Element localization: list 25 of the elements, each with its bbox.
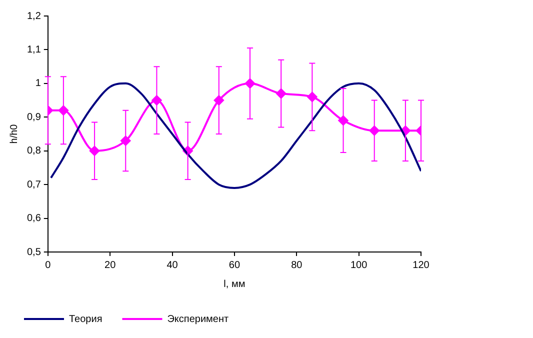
legend-label: Теория xyxy=(69,314,102,325)
x-tick-label: 60 xyxy=(228,260,240,271)
x-tick-label: 20 xyxy=(104,260,116,271)
point xyxy=(307,92,318,102)
point xyxy=(120,136,131,146)
y-tick-label: 0,5 xyxy=(26,246,42,258)
y-axis-title: h/h0 xyxy=(8,124,20,144)
x-axis-title: l, мм xyxy=(224,278,246,290)
x-tick-label: 40 xyxy=(166,260,178,271)
point xyxy=(214,95,224,106)
y-tick-label: 0,9 xyxy=(26,112,42,123)
x-tick-label: 80 xyxy=(291,260,303,271)
y-tick-label: 0,8 xyxy=(26,146,42,157)
y-tick-label: 1,1 xyxy=(26,44,42,56)
x-tick-label: 120 xyxy=(412,260,430,271)
x-tick-label: 0 xyxy=(45,260,52,271)
line-series xyxy=(50,82,421,189)
y-tick-label: 0,6 xyxy=(26,213,42,224)
point xyxy=(338,116,348,126)
y-tick-label: 1,2 xyxy=(26,10,42,22)
y-tick-label: 1 xyxy=(35,78,42,90)
legend-label: Эксперимент xyxy=(167,314,229,325)
point xyxy=(90,146,100,156)
y-tick-label: 0,7 xyxy=(26,179,42,190)
x-tick-label: 100 xyxy=(350,260,368,271)
